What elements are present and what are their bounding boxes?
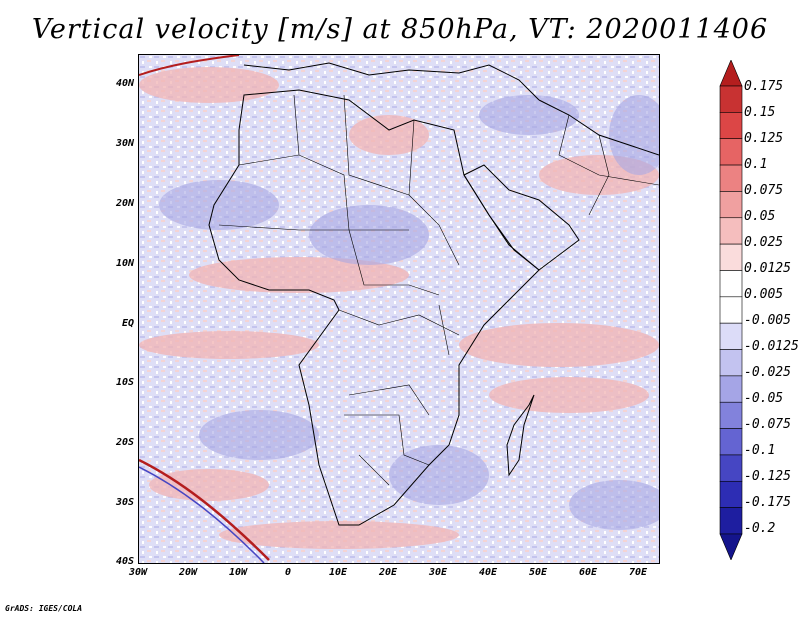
colorbar: [719, 60, 743, 560]
lat-tick-label: 20S: [115, 437, 134, 448]
negative-velocity-areas: [159, 95, 659, 530]
colorbar-segment: [719, 322, 743, 350]
europe-coastline: [243, 62, 540, 101]
persia-coastline: [538, 99, 659, 156]
colorbar-segment: [719, 112, 743, 140]
coastlines: [208, 62, 659, 526]
colorbar-label: -0.005: [744, 313, 791, 328]
colorbar-label: 0.0125: [744, 261, 791, 276]
credit-text: GrADS: IGES/COLA: [5, 604, 83, 613]
madagascar-coastline: [506, 394, 535, 477]
lon-tick-label: 40E: [478, 567, 498, 578]
colorbar-label: -0.075: [744, 417, 791, 432]
colorbar-segment: [719, 270, 743, 298]
colorbar-segment: [719, 375, 743, 403]
lon-tick-label: 20E: [378, 567, 398, 578]
africa-coastline: [208, 89, 540, 526]
colorbar-label: 0.025: [744, 235, 784, 250]
colorbar-segment: [719, 243, 743, 271]
map-panel: [138, 54, 660, 564]
lat-tick-label: 40N: [115, 78, 134, 89]
colorbar-segment: [719, 191, 743, 219]
colorbar-segment: [719, 138, 743, 166]
colorbar-segment: [719, 164, 743, 192]
lat-tick-label: EQ: [121, 318, 134, 329]
lon-tick-label: 70E: [628, 567, 648, 578]
lat-tick-label: 20N: [115, 198, 134, 209]
colorbar-segment: [719, 428, 743, 456]
lon-tick-label: 10W: [228, 567, 248, 578]
colorbar-segment: [719, 401, 743, 429]
colorbar-segment: [719, 296, 743, 324]
lat-tick-label: 30N: [115, 138, 134, 149]
colorbar-segment: [719, 480, 743, 508]
chart-title: Vertical velocity [m/s] at 850hPa, VT: 2…: [31, 14, 769, 45]
colorbar-label: 0.125: [744, 131, 784, 146]
lon-tick-label: 0: [284, 567, 292, 578]
colorbar-label: 0.1: [744, 157, 768, 172]
colorbar-label: 0.05: [744, 209, 776, 224]
colorbar-label: -0.025: [744, 365, 791, 380]
vertical-velocity-map: [139, 55, 659, 563]
lat-tick-label: 10S: [115, 377, 134, 388]
frontal-band: [139, 458, 270, 561]
colorbar-segment: [719, 85, 743, 113]
colorbar-label: -0.1: [744, 443, 776, 458]
colorbar-label: -0.2: [744, 521, 776, 536]
colorbar-label: -0.175: [744, 495, 791, 510]
lon-tick-label: 20W: [178, 567, 198, 578]
lat-tick-label: 30S: [115, 497, 134, 508]
colorbar-label: -0.0125: [744, 339, 799, 354]
colorbar-segment: [719, 60, 743, 87]
lon-tick-label: 30W: [128, 567, 148, 578]
lat-tick-label: 40S: [115, 556, 134, 567]
colorbar-segment: [719, 454, 743, 482]
borders: [218, 94, 659, 486]
arabian-peninsula-coastline: [463, 164, 580, 271]
colorbar-label: 0.005: [744, 287, 784, 302]
colorbar-label: 0.175: [744, 79, 784, 94]
lon-tick-label: 60E: [578, 567, 598, 578]
lon-tick-label: 50E: [528, 567, 548, 578]
lon-tick-label: 10E: [328, 567, 348, 578]
colorbar-label: 0.075: [744, 183, 784, 198]
colorbar-segment: [719, 349, 743, 377]
lat-tick-label: 10N: [115, 258, 134, 269]
lon-tick-label: 30E: [428, 567, 448, 578]
colorbar-segment: [719, 507, 743, 535]
colorbar-segment: [719, 217, 743, 245]
colorbar-label: -0.05: [744, 391, 784, 406]
colorbar-label: 0.15: [744, 105, 776, 120]
colorbar-label: -0.125: [744, 469, 791, 484]
colorbar-segment: [719, 533, 743, 560]
